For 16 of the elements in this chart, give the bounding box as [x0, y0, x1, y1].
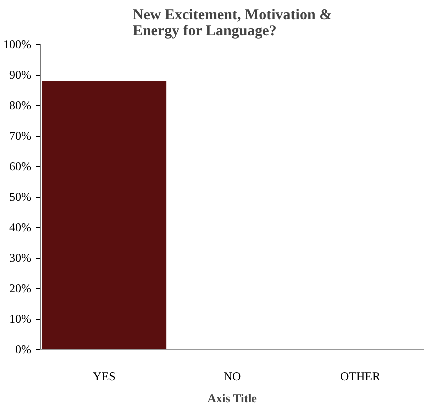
x-tick-label: OTHER [340, 370, 380, 384]
x-tick-label: NO [224, 370, 242, 384]
y-tick-label: 0% [16, 342, 32, 356]
y-tick-label: 90% [10, 68, 32, 82]
y-tick-label: 100% [4, 38, 32, 52]
y-tick-label: 10% [10, 312, 32, 326]
chart-title: New Excitement, Motivation & Energy for Language? [132, 8, 332, 40]
y-tick-label: 80% [10, 98, 32, 112]
y-tick-label: 70% [10, 129, 32, 143]
y-tick-label: 60% [10, 160, 32, 174]
y-tick-label: 40% [10, 220, 32, 234]
y-tick-label: 20% [10, 282, 32, 296]
x-tick-label: YES [93, 370, 116, 384]
y-tick-label: 30% [10, 251, 32, 265]
x-axis-title: Axis Title [208, 392, 258, 406]
y-tick-label: 50% [10, 190, 32, 204]
